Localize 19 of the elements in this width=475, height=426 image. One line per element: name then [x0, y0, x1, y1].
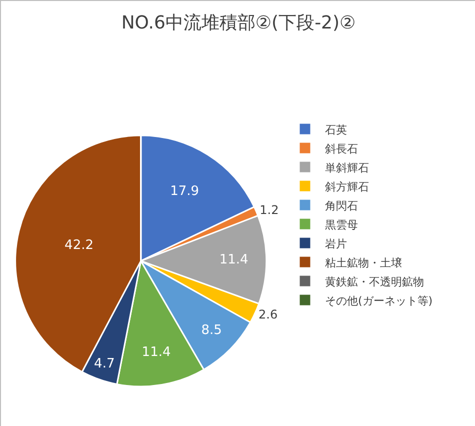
data-label: 1.2 — [260, 203, 279, 218]
legend-label: 黒雲母 — [325, 218, 358, 232]
legend-label: 岩片 — [325, 237, 347, 250]
data-label: 17.9 — [170, 184, 200, 200]
chart-title: NO.6中流堆積部②(下段-2)② — [121, 12, 356, 34]
legend-label: 石英 — [325, 123, 347, 136]
data-label: 4.7 — [94, 356, 115, 372]
data-label: 42.2 — [64, 238, 94, 254]
legend-label: 単斜輝石 — [325, 161, 369, 174]
data-label: 11.4 — [142, 345, 171, 360]
legend-label: 粘土鉱物・土壌 — [325, 256, 402, 270]
data-label: 2.6 — [258, 307, 278, 322]
legend-label: 黄鉄鉱・不透明鉱物 — [325, 275, 424, 288]
legend-label: その他(ガーネット等) — [325, 294, 433, 308]
legend-label: 斜長石 — [325, 142, 358, 156]
data-label: 8.5 — [201, 323, 222, 338]
legend-label: 角閃石 — [325, 199, 358, 212]
data-label: 11.4 — [219, 252, 248, 268]
legend-label: 斜方輝石 — [325, 180, 369, 194]
